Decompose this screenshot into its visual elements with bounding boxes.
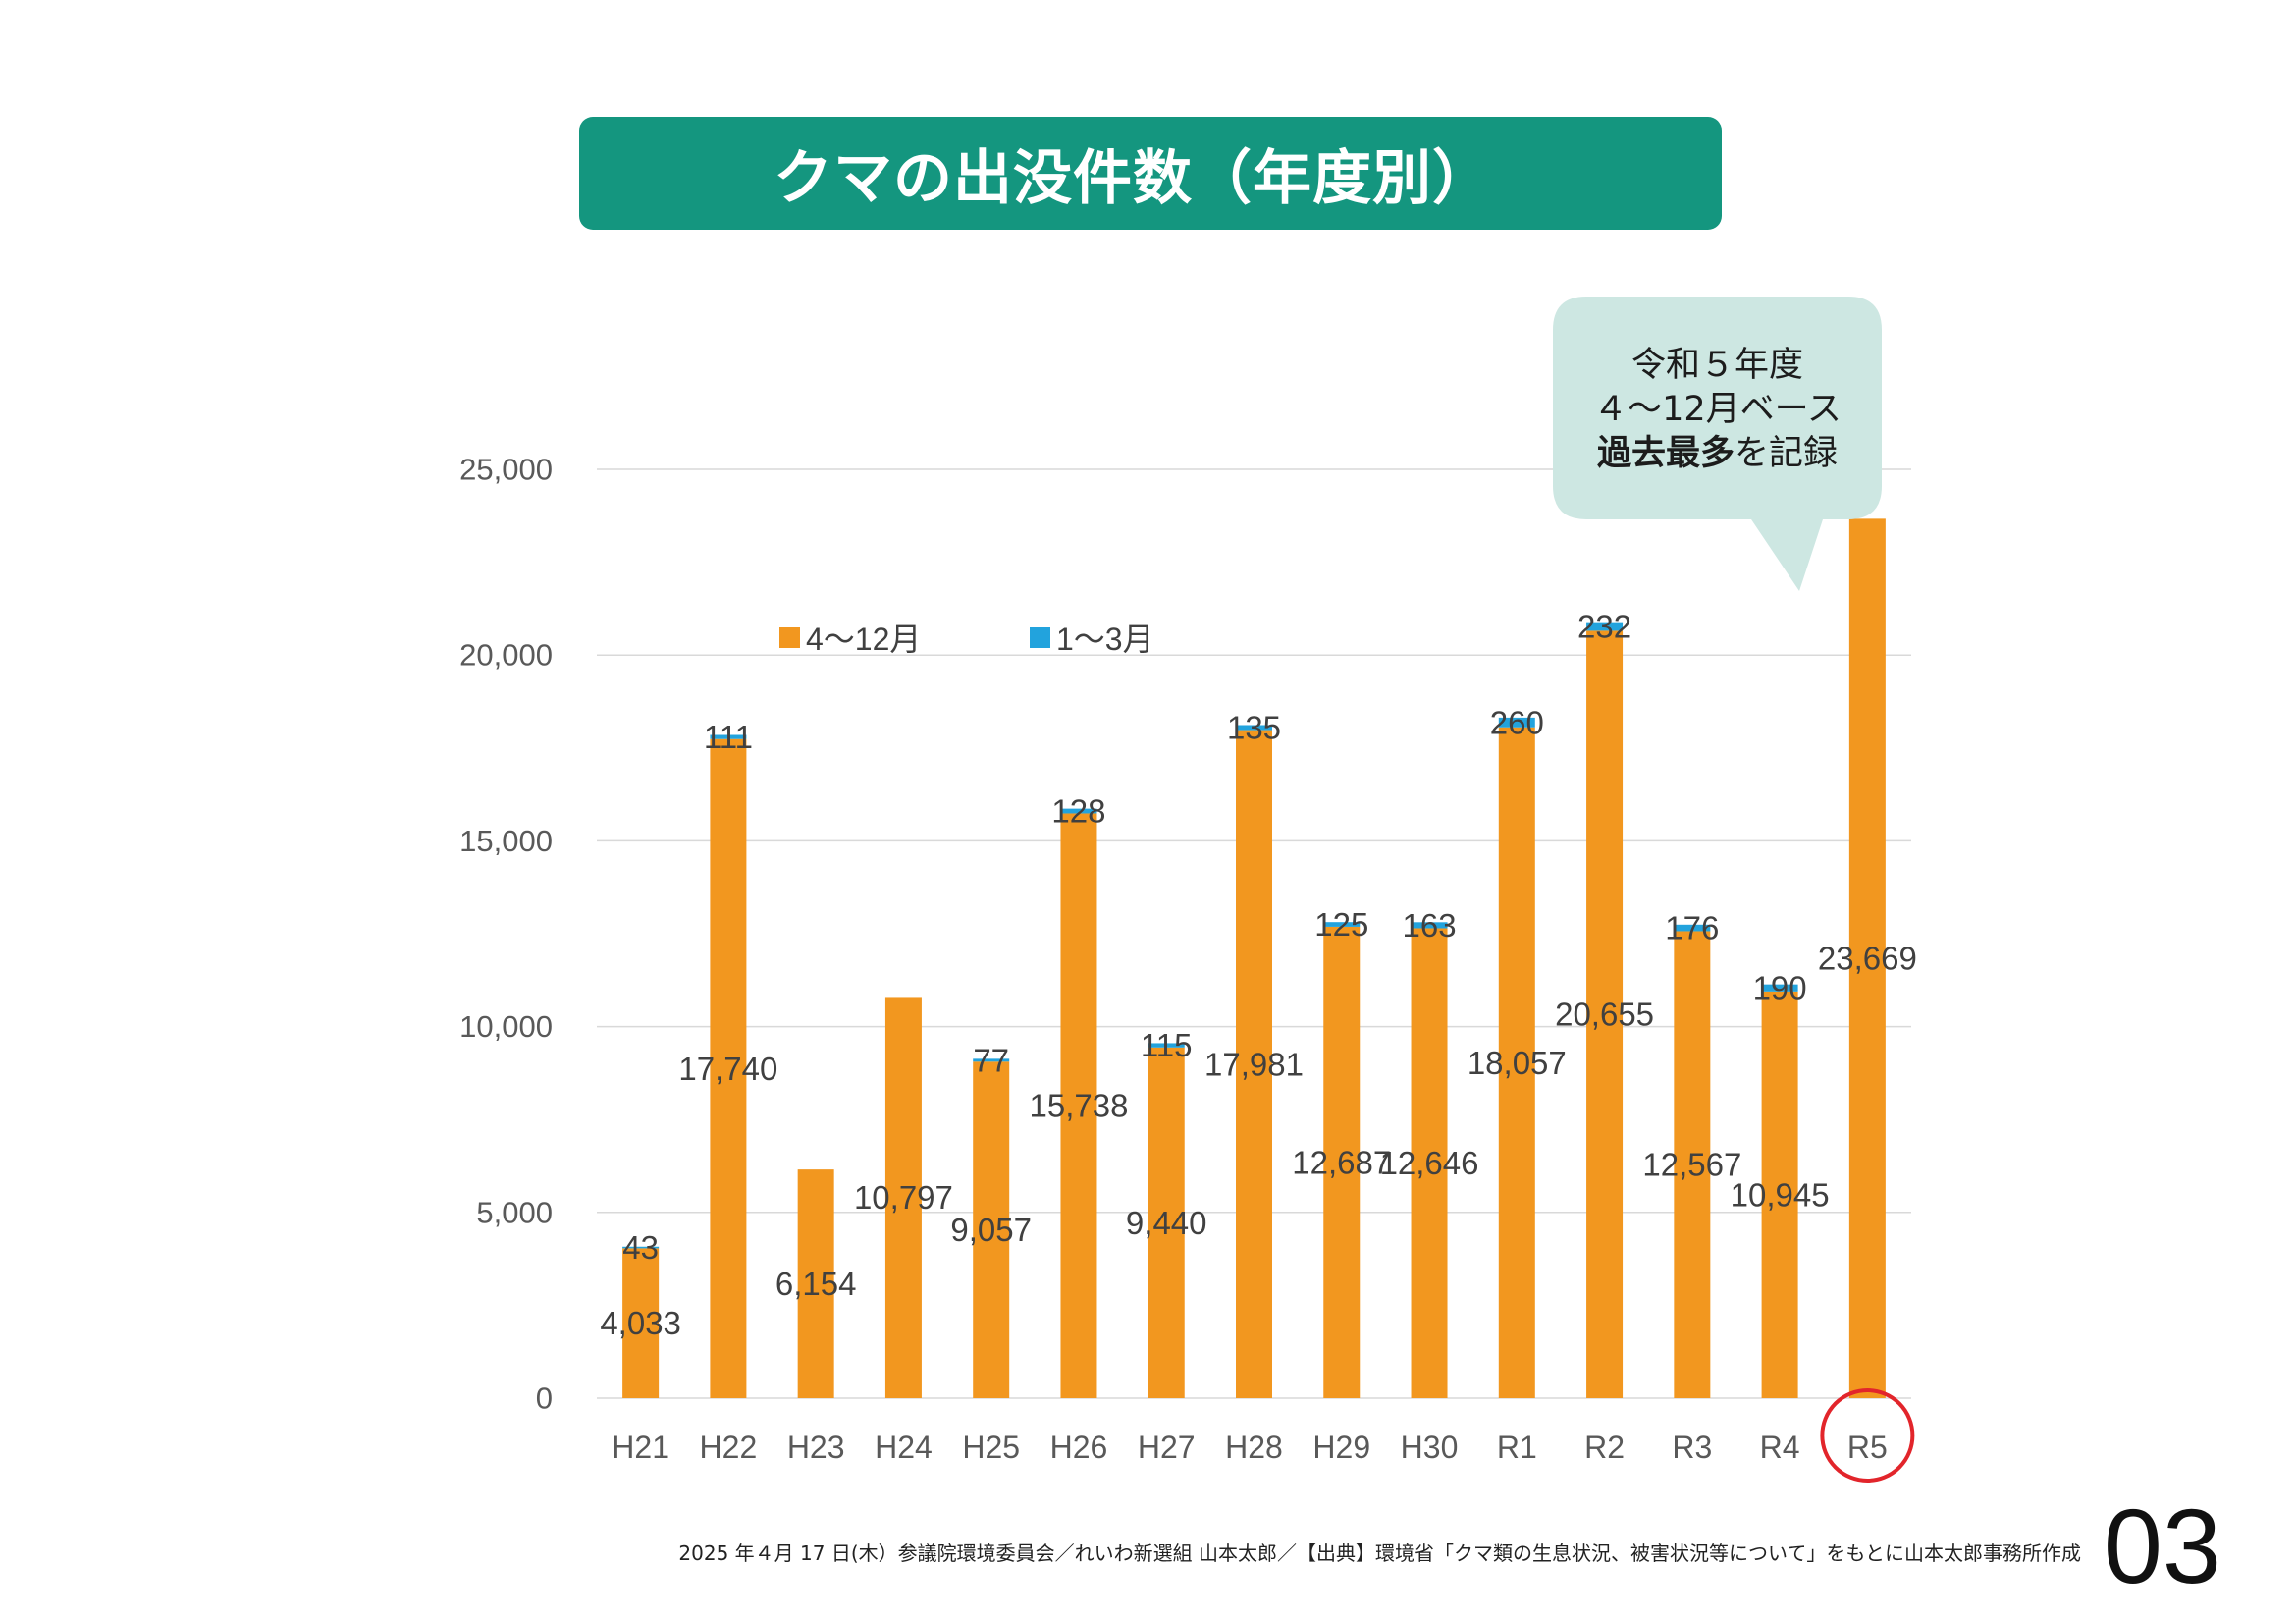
x-tick-label-R1: R1: [1497, 1430, 1537, 1465]
data-label-apr-dec-H25: 9,057: [950, 1212, 1032, 1248]
data-label-jan-mar-H26: 128: [1051, 793, 1105, 830]
x-tick-label-H22: H22: [700, 1430, 758, 1465]
bar-jan-mar-H21: [622, 1246, 660, 1249]
callout-line-2: ４～12月ベース: [1593, 390, 1842, 429]
data-label-apr-dec-H28: 17,981: [1204, 1046, 1304, 1082]
bar-apr-dec-H26: [1060, 813, 1097, 1398]
bar-jan-mar-R2: [1586, 622, 1624, 631]
bar-jan-mar-H30: [1411, 922, 1448, 929]
x-tick-label-R3: R3: [1672, 1430, 1712, 1465]
bar-apr-dec-H27: [1148, 1047, 1185, 1398]
bar-apr-dec-H21: [622, 1248, 660, 1398]
callout-line-3: 過去最多を記録: [1553, 432, 1882, 476]
x-tick-label-H25: H25: [962, 1430, 1020, 1465]
bar-jan-mar-R4: [1761, 984, 1798, 992]
bars: [622, 518, 1886, 1398]
data-label-jan-mar-H29: 125: [1314, 906, 1368, 943]
x-tick-label-H26: H26: [1050, 1430, 1108, 1465]
highlight-marks: [1820, 1388, 1915, 1483]
x-tick-label-H29: H29: [1312, 1430, 1370, 1465]
data-label-apr-dec-R5: 23,669: [1818, 941, 1917, 977]
bar-jan-mar-H26: [1060, 808, 1097, 814]
data-label-apr-dec-R4: 10,945: [1731, 1176, 1830, 1213]
legend-label-jan-mar: 1～3月: [1056, 622, 1154, 657]
bar-jan-mar-H29: [1323, 922, 1361, 927]
y-tick-label-15000: 15,000: [459, 824, 553, 858]
data-label-apr-dec-H21: 4,033: [600, 1305, 681, 1341]
data-label-apr-dec-R2: 20,655: [1555, 997, 1654, 1033]
bar-apr-dec-R5: [1848, 518, 1886, 1398]
bar-apr-dec-H23: [797, 1169, 834, 1398]
y-tick-label-5000: 5,000: [476, 1195, 553, 1229]
data-label-jan-mar-H25: 77: [973, 1042, 1009, 1078]
data-label-jan-mar-H28: 135: [1227, 710, 1281, 746]
y-tick-label-0: 0: [536, 1381, 553, 1416]
bar-apr-dec-H28: [1236, 730, 1272, 1398]
bar-apr-dec-H24: [884, 997, 922, 1398]
x-tick-label-H28: H28: [1225, 1430, 1283, 1465]
x-tick-label-R4: R4: [1760, 1430, 1800, 1465]
legend-swatch-jan-mar: [1030, 626, 1050, 648]
callout-text: 令和５年度 ４～12月ベース 過去最多を記録: [1553, 344, 1882, 476]
callout-line-1: 令和５年度: [1630, 346, 1803, 385]
page-number: 03: [2103, 1487, 2221, 1605]
data-label-jan-mar-R1: 260: [1490, 704, 1544, 740]
bar-apr-dec-H30: [1411, 928, 1448, 1398]
x-tick-label-H21: H21: [612, 1430, 669, 1465]
axis-labels: 0 5,000 10,000 15,000 20,000 25,000 H21 H22 H23 H…: [459, 453, 1888, 1466]
legend-swatch-apr-dec: [779, 626, 800, 648]
y-tick-label-25000: 25,000: [459, 453, 553, 487]
bar-apr-dec-R3: [1674, 931, 1711, 1398]
x-tick-label-H27: H27: [1138, 1430, 1196, 1465]
bar-jan-mar-R1: [1498, 717, 1535, 728]
data-label-apr-dec-H23: 6,154: [775, 1266, 857, 1302]
data-label-apr-dec-H27: 9,440: [1126, 1205, 1207, 1241]
legend-item-jan-mar: 1～3月: [1030, 617, 1154, 658]
data-label-jan-mar-R3: 176: [1665, 910, 1719, 947]
data-label-apr-dec-R1: 18,057: [1468, 1045, 1567, 1081]
page-title: クマの出没件数（年度別）: [774, 144, 1492, 213]
bar-apr-dec-H25: [973, 1061, 1010, 1398]
footer-source: 2025 年４月 17 日(木）参議院環境委員会／れいわ新選組 山本太郎／【出典…: [678, 1542, 2081, 1565]
callout-emphasis: 過去最多: [1596, 434, 1735, 473]
data-label-jan-mar-H21: 43: [622, 1229, 659, 1266]
data-label-apr-dec-H26: 15,738: [1029, 1088, 1128, 1124]
bar-apr-dec-R4: [1761, 991, 1798, 1398]
bar-apr-dec-R2: [1586, 630, 1624, 1398]
x-tick-label-H30: H30: [1401, 1430, 1459, 1465]
bar-jan-mar-R3: [1674, 924, 1711, 932]
data-label-apr-dec-H24: 10,797: [854, 1179, 953, 1216]
legend-label-apr-dec: 4～12月: [806, 622, 922, 657]
bar-jan-mar-H28: [1236, 725, 1272, 731]
data-label-apr-dec-H30: 12,646: [1380, 1145, 1479, 1181]
bar-apr-dec-H29: [1323, 926, 1361, 1398]
data-label-jan-mar-H30: 163: [1403, 907, 1457, 944]
callout-rest: を記録: [1735, 434, 1839, 473]
x-tick-label-H23: H23: [787, 1430, 845, 1465]
bar-jan-mar-H25: [973, 1058, 1010, 1062]
callout-bubble: [1553, 297, 1882, 591]
data-label-apr-dec-H22: 17,740: [678, 1051, 777, 1087]
title-banner: クマの出没件数（年度別）: [579, 117, 1722, 230]
y-tick-label-10000: 10,000: [459, 1009, 553, 1044]
x-tick-label-R2: R2: [1584, 1430, 1625, 1465]
data-label-jan-mar-R2: 232: [1577, 609, 1631, 645]
x-tick-label-H24: H24: [875, 1430, 933, 1465]
bar-apr-dec-H22: [710, 738, 747, 1398]
y-tick-label-20000: 20,000: [459, 638, 553, 673]
x-tick-label-R5: R5: [1847, 1430, 1888, 1465]
bar-jan-mar-H27: [1148, 1043, 1185, 1048]
bar-jan-mar-H22: [710, 734, 747, 739]
data-label-jan-mar-H22: 111: [704, 719, 753, 755]
bar-apr-dec-R1: [1498, 727, 1535, 1398]
data-label-apr-dec-H29: 12,687: [1292, 1144, 1391, 1180]
legend-item-apr-dec: 4～12月: [779, 617, 921, 658]
data-label-apr-dec-R3: 12,567: [1642, 1147, 1741, 1183]
highlight-circle-R5: [1820, 1388, 1915, 1483]
data-label-jan-mar-H27: 115: [1141, 1027, 1193, 1063]
data-label-jan-mar-R4: 190: [1753, 970, 1807, 1006]
